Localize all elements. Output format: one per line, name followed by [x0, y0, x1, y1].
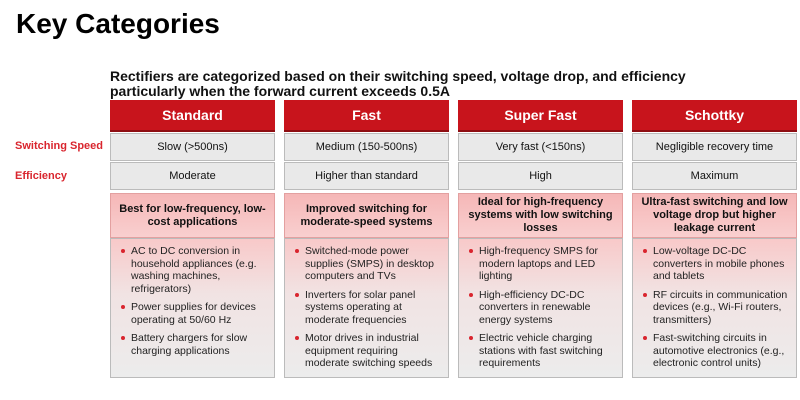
row-label: Switching Speed — [15, 140, 104, 152]
subtitle-line: Rectifiers are categorized based on thei… — [110, 68, 686, 84]
use-item: Inverters for solar panel systems operat… — [295, 289, 442, 327]
use-item: Battery chargers for slow charging appli… — [121, 332, 268, 357]
use-list: Switched-mode power supplies (SMPS) in d… — [284, 238, 449, 378]
category-column: Fast Medium (150-500ns) Higher than standa… — [284, 100, 449, 378]
speed-cell: Medium (150-500ns) — [284, 133, 449, 161]
use-list: AC to DC conversion in household applian… — [110, 238, 275, 378]
use-item: Power supplies for devices operating at … — [121, 301, 268, 326]
category-column: Schottky Negligible recovery time Maximum U… — [632, 100, 797, 378]
use-item: Electric vehicle charging stations with … — [469, 332, 616, 370]
efficiency-cell: Maximum — [632, 162, 797, 190]
efficiency-cell: Higher than standard — [284, 162, 449, 190]
speed-cell: Slow (>500ns) — [110, 133, 275, 161]
column-header: Schottky — [632, 100, 797, 132]
use-item: Low-voltage DC-DC converters in mobile p… — [643, 245, 790, 283]
slide-title: Key Categories — [16, 8, 220, 39]
use-item: RF circuits in communication devices (e.… — [643, 289, 790, 327]
highlight-cell: Ideal for high-frequency systems with lo… — [458, 193, 623, 238]
speed-cell: Very fast (<150ns) — [458, 133, 623, 161]
use-list: Low-voltage DC-DC converters in mobile p… — [632, 238, 797, 378]
use-item: High-efficiency DC-DC converters in rene… — [469, 289, 616, 327]
use-item: Motor drives in industrial equipment req… — [295, 332, 442, 370]
efficiency-cell: Moderate — [110, 162, 275, 190]
subtitle-line: particularly when the forward current ex… — [110, 83, 451, 99]
column-header: Fast — [284, 100, 449, 132]
row-label: Efficiency — [15, 170, 67, 182]
column-header: Standard — [110, 100, 275, 132]
column-header: Super Fast — [458, 100, 623, 132]
use-item: High-frequency SMPS for modern laptops a… — [469, 245, 616, 283]
category-column: Standard Slow (>500ns) Moderate Best for lo… — [110, 100, 275, 378]
efficiency-cell: High — [458, 162, 623, 190]
highlight-cell: Improved switching for moderate-speed sy… — [284, 193, 449, 238]
use-list: High-frequency SMPS for modern laptops a… — [458, 238, 623, 378]
category-column: Super Fast Very fast (<150ns) High Ideal fo… — [458, 100, 623, 378]
speed-cell: Negligible recovery time — [632, 133, 797, 161]
use-item: Switched-mode power supplies (SMPS) in d… — [295, 245, 442, 283]
use-item: Fast-switching circuits in automotive el… — [643, 332, 790, 370]
subtitle: Rectifiers are categorized based on thei… — [110, 69, 686, 99]
use-item: AC to DC conversion in household applian… — [121, 245, 268, 295]
highlight-cell: Ultra-fast switching and low voltage dro… — [632, 193, 797, 238]
highlight-cell: Best for low-frequency, low-cost applica… — [110, 193, 275, 238]
